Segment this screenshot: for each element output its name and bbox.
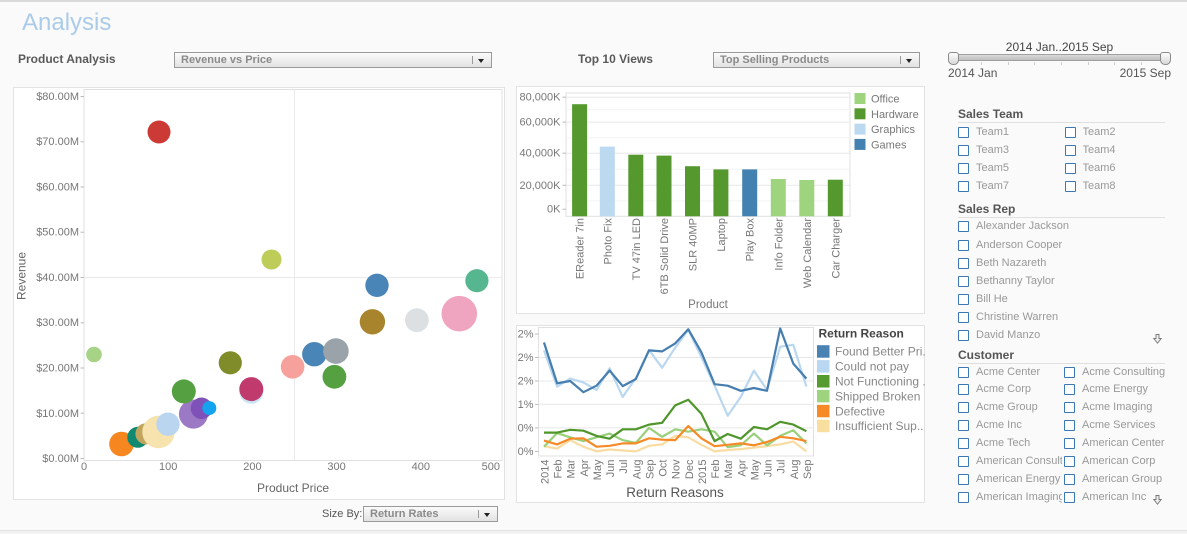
svg-text:Shipped Broken: Shipped Broken	[835, 389, 920, 403]
svg-text:SLR 40MP: SLR 40MP	[688, 218, 700, 271]
svg-text:EReader 7in: EReader 7in	[575, 218, 587, 279]
svg-text:300: 300	[327, 461, 345, 473]
svg-text:Sep: Sep	[802, 460, 814, 480]
svg-text:0%: 0%	[518, 422, 534, 434]
svg-text:6TB Solid Drive: 6TB Solid Drive	[659, 218, 671, 294]
svg-text:$10.00M: $10.00M	[36, 408, 79, 420]
svg-text:Jul: Jul	[618, 460, 630, 474]
svg-text:0: 0	[81, 461, 87, 473]
svg-text:1%: 1%	[518, 399, 534, 411]
svg-text:Not Functioning ..: Not Functioning ..	[835, 375, 925, 389]
svg-text:Feb: Feb	[553, 460, 565, 479]
svg-text:Web Calendar: Web Calendar	[802, 218, 814, 288]
svg-text:Product: Product	[688, 299, 728, 311]
svg-text:Info Folder: Info Folder	[773, 218, 785, 271]
svg-text:Jun: Jun	[605, 460, 617, 478]
svg-text:Found Better Pri..: Found Better Pri..	[835, 345, 925, 359]
svg-text:80,000K: 80,000K	[520, 92, 562, 104]
svg-text:Apr: Apr	[579, 459, 591, 476]
svg-text:0K: 0K	[547, 204, 561, 216]
svg-text:2014: 2014	[540, 460, 552, 484]
svg-text:200: 200	[243, 461, 261, 473]
svg-text:Mar: Mar	[723, 459, 735, 478]
svg-text:Dec: Dec	[684, 459, 696, 479]
svg-text:Car Charger: Car Charger	[830, 218, 842, 279]
svg-text:Games: Games	[871, 139, 907, 151]
svg-text:Defective: Defective	[835, 404, 885, 418]
svg-text:May: May	[592, 459, 604, 480]
svg-text:$60.00M: $60.00M	[36, 182, 79, 194]
svg-text:Apr: Apr	[736, 459, 748, 476]
svg-text:100: 100	[159, 461, 177, 473]
svg-text:2%: 2%	[518, 329, 534, 341]
svg-text:TV 47in LED: TV 47in LED	[631, 218, 643, 280]
svg-text:Graphics: Graphics	[871, 124, 916, 136]
svg-text:Nov: Nov	[671, 459, 683, 479]
svg-text:Product Price: Product Price	[257, 481, 329, 495]
svg-text:60,000K: 60,000K	[520, 117, 562, 129]
svg-text:Insufficient Sup..: Insufficient Sup..	[835, 419, 924, 433]
svg-text:$30.00M: $30.00M	[36, 317, 79, 329]
svg-text:500: 500	[482, 461, 500, 473]
svg-text:Hardware: Hardware	[871, 109, 919, 121]
svg-text:May: May	[749, 459, 761, 480]
svg-text:Photo Fix: Photo Fix	[602, 218, 614, 265]
svg-text:Could not pay: Could not pay	[835, 360, 909, 374]
svg-text:Return Reasons: Return Reasons	[626, 485, 724, 500]
svg-text:$20.00M: $20.00M	[36, 363, 79, 375]
svg-text:Jun: Jun	[763, 460, 775, 478]
svg-text:0%: 0%	[518, 446, 534, 458]
svg-text:2015: 2015	[697, 460, 709, 484]
svg-text:Aug: Aug	[789, 460, 801, 480]
svg-text:Revenue: Revenue	[15, 252, 29, 300]
svg-text:20,000K: 20,000K	[520, 180, 562, 192]
svg-text:Jul: Jul	[776, 460, 788, 474]
svg-text:Aug: Aug	[631, 460, 643, 480]
svg-text:Office: Office	[871, 94, 900, 106]
svg-text:400: 400	[412, 461, 430, 473]
svg-text:Laptop: Laptop	[716, 218, 728, 252]
svg-text:$40.00M: $40.00M	[36, 272, 79, 284]
svg-text:Mar: Mar	[566, 459, 578, 478]
svg-text:2%: 2%	[518, 376, 534, 388]
svg-text:Return Reason: Return Reason	[819, 327, 904, 341]
svg-text:40,000K: 40,000K	[520, 148, 562, 160]
svg-text:Sep: Sep	[645, 460, 657, 480]
svg-text:Play Box: Play Box	[745, 218, 757, 262]
svg-text:Oct: Oct	[658, 460, 670, 477]
svg-text:$50.00M: $50.00M	[36, 227, 79, 239]
svg-text:$80.00M: $80.00M	[36, 91, 79, 103]
svg-text:$0.00M: $0.00M	[42, 453, 79, 465]
svg-text:2%: 2%	[518, 352, 534, 364]
svg-text:$70.00M: $70.00M	[36, 136, 79, 148]
svg-text:Feb: Feb	[710, 460, 722, 479]
